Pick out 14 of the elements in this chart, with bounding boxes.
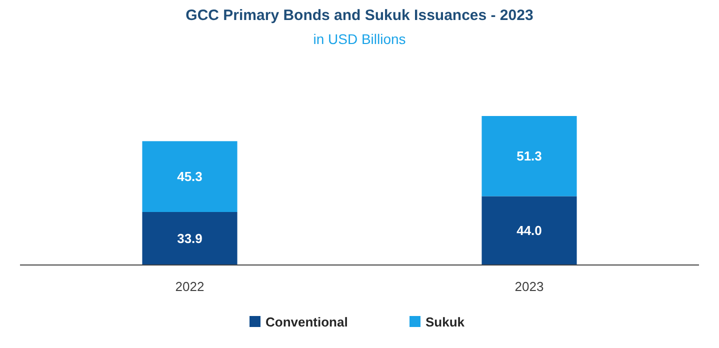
bar [142, 141, 238, 212]
data-label: 45.3 [177, 169, 202, 184]
chart-title: GCC Primary Bonds and Sukuk Issuances - 2023 [186, 7, 534, 24]
chart-subtitle: in USD Billions [313, 31, 406, 47]
x-tick-label: 2022 [175, 279, 204, 294]
data-label: 44.0 [516, 223, 542, 238]
legend-label: Conventional [266, 314, 348, 330]
bar [482, 116, 577, 196]
bar [142, 212, 238, 265]
bar [482, 196, 577, 265]
data-label: 51.3 [516, 148, 542, 164]
data-label: 33.9 [177, 231, 202, 246]
x-tick-label: 2023 [514, 279, 544, 294]
legend-label: Sukuk [426, 314, 466, 330]
